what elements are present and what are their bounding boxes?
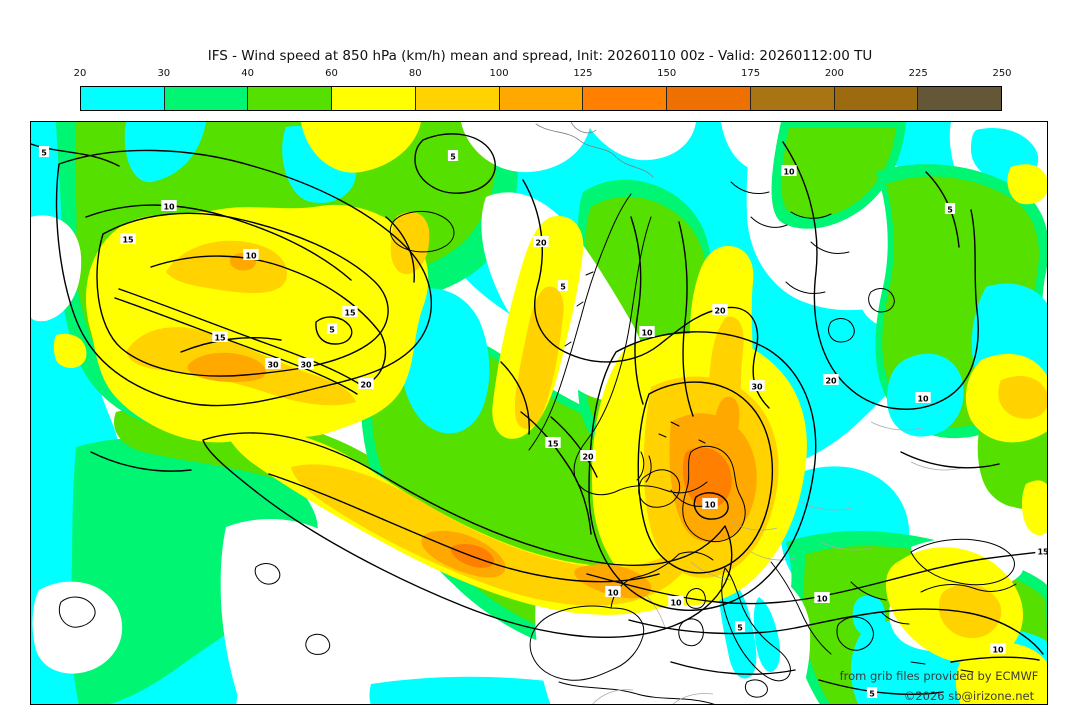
svg-text:10: 10 (783, 168, 795, 177)
contour-label: 20 (533, 236, 549, 248)
svg-text:5: 5 (41, 149, 47, 158)
svg-text:5: 5 (737, 624, 743, 633)
contour-label: 10 (668, 596, 684, 608)
contour-label: 15 (120, 233, 136, 245)
colorbar-segment (834, 87, 919, 110)
svg-text:10: 10 (607, 589, 619, 598)
attribution-line2: ©2026 sb@irizone.net (904, 689, 1035, 703)
colorbar-tick-label: 60 (325, 68, 338, 79)
contour-label: 10 (990, 643, 1006, 655)
contour-label: 5 (944, 203, 956, 215)
contour-label: 5 (734, 621, 746, 633)
contour-label: 5 (866, 687, 878, 699)
svg-text:15: 15 (214, 334, 226, 343)
attribution-line1: from grib files provided by ECMWF (840, 669, 1039, 683)
contour-label: 10 (814, 592, 830, 604)
contour-labels: 5 10 15 10 15 30 30 15 5 20 5 20 5 10 20 30 20 10 5 10 15 20 1… (38, 146, 1047, 699)
contour-label: 20 (712, 304, 728, 316)
contour-label: 5 (326, 323, 338, 335)
colorbar-segment (667, 87, 751, 110)
map-canvas: 5 10 15 10 15 30 30 15 5 20 5 20 5 10 20 30 20 10 5 10 15 20 1… (31, 122, 1047, 704)
colorbar: 20 30 40 60 80 100 125 150 175 200 225 250 (74, 68, 1012, 114)
spread-contours (31, 133, 1047, 696)
svg-text:10: 10 (704, 501, 716, 510)
svg-text:10: 10 (670, 599, 682, 608)
svg-text:30: 30 (751, 383, 763, 392)
colorbar-tick-label: 225 (908, 68, 928, 79)
colorbar-tick-label: 100 (489, 68, 509, 79)
colorbar-tick-label: 30 (157, 68, 171, 79)
svg-text:30: 30 (267, 361, 279, 370)
svg-text:10: 10 (917, 395, 929, 404)
svg-text:20: 20 (825, 377, 837, 386)
colorbar-segment (332, 87, 416, 110)
svg-text:15: 15 (1037, 548, 1047, 557)
svg-text:10: 10 (816, 595, 828, 604)
colorbar-tick-label: 80 (408, 68, 422, 79)
weather-map: 5 10 15 10 15 30 30 15 5 20 5 20 5 10 20 30 20 10 5 10 15 20 1… (30, 121, 1048, 705)
svg-text:5: 5 (329, 326, 335, 335)
svg-text:5: 5 (560, 283, 566, 292)
contour-label: 10 (243, 249, 259, 261)
contour-label: 15 (212, 331, 228, 343)
colorbar-tick-label: 200 (824, 68, 844, 79)
svg-text:10: 10 (163, 203, 175, 212)
contour-label: 10 (781, 165, 797, 177)
colorbar-ticks: 20 30 40 60 80 100 125 150 175 200 225 250 (74, 68, 1012, 82)
svg-text:30: 30 (300, 361, 312, 370)
colorbar-segment (81, 87, 165, 110)
colorbar-tick-label: 20 (73, 68, 87, 79)
contour-label: 5 (557, 280, 569, 292)
contour-label: 10 (639, 326, 655, 338)
svg-text:20: 20 (714, 307, 726, 316)
svg-text:20: 20 (360, 381, 372, 390)
contour-label: 20 (580, 450, 596, 462)
colorbar-segment (918, 87, 1002, 110)
colorbar-segment (164, 87, 249, 110)
colorbar-segment (415, 87, 500, 110)
svg-text:10: 10 (641, 329, 653, 338)
colorbar-tick-label: 40 (241, 68, 254, 79)
colorbar-scale (80, 86, 1002, 111)
colorbar-tick-label: 175 (740, 68, 761, 79)
wind-speed-fill-regions (31, 122, 1047, 704)
colorbar-segment (248, 87, 333, 110)
svg-text:10: 10 (245, 252, 257, 261)
colorbar-segment (750, 87, 835, 110)
svg-text:15: 15 (344, 309, 356, 318)
colorbar-segment (499, 87, 584, 110)
svg-text:20: 20 (582, 453, 594, 462)
contour-label: 15 (545, 437, 561, 449)
contour-label: 5 (447, 150, 459, 162)
svg-text:20: 20 (535, 239, 547, 248)
contour-label: 15 (342, 306, 358, 318)
svg-text:5: 5 (869, 690, 875, 699)
colorbar-tick-label: 150 (657, 68, 677, 79)
colorbar-segment (583, 87, 668, 110)
contour-label: 30 (298, 358, 314, 370)
contour-label: 30 (265, 358, 281, 370)
svg-text:10: 10 (992, 646, 1004, 655)
svg-text:5: 5 (947, 206, 953, 215)
chart-title: IFS - Wind speed at 850 hPa (km/h) mean … (207, 48, 873, 64)
svg-text:15: 15 (122, 236, 134, 245)
svg-text:15: 15 (547, 440, 559, 449)
contour-label: 10 (915, 392, 931, 404)
contour-label: 20 (358, 378, 374, 390)
contour-label: 15 (1035, 545, 1047, 557)
contour-label: 10 (161, 200, 177, 212)
colorbar-tick-label: 250 (992, 68, 1012, 79)
contour-label: 10 (605, 586, 621, 598)
coastlines (58, 122, 1017, 704)
contour-label: 20 (823, 374, 839, 386)
svg-text:5: 5 (450, 153, 456, 162)
contour-label: 5 (38, 146, 50, 158)
contour-label: 30 (749, 380, 765, 392)
contour-label: 10 (702, 498, 718, 510)
colorbar-tick-label: 125 (573, 68, 593, 79)
